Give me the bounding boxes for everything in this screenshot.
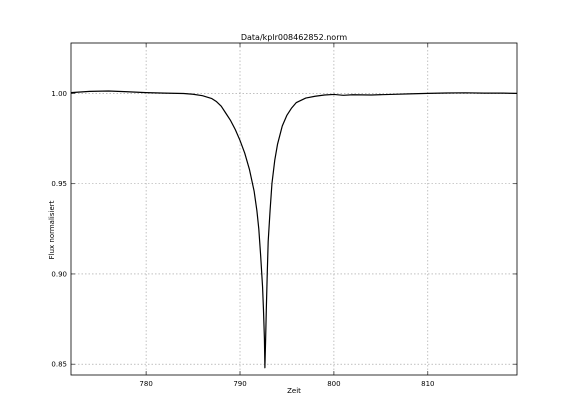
y-tick-label: 0.95 (51, 180, 67, 188)
y-tick-label: 0.90 (51, 270, 67, 278)
series-line-1 (70, 90, 518, 369)
plot-area (70, 90, 518, 369)
y-tick-label: 0.85 (51, 361, 67, 369)
y-tick-label: 1.00 (51, 90, 67, 98)
x-axis-label: Zeit (287, 387, 301, 395)
x-tick-label: 800 (327, 380, 340, 388)
y-axis-label: Flux normalisiert (48, 200, 56, 259)
x-tick-label: 790 (233, 380, 246, 388)
x-tick-label: 810 (421, 380, 434, 388)
ticks: 780 790 800 810 0.85 0.90 0.95 1.00 (51, 43, 517, 388)
plot-frame (70, 42, 518, 376)
x-tick-label: 780 (139, 380, 152, 388)
chart-title: Data/kplr008462852.norm (241, 33, 347, 42)
